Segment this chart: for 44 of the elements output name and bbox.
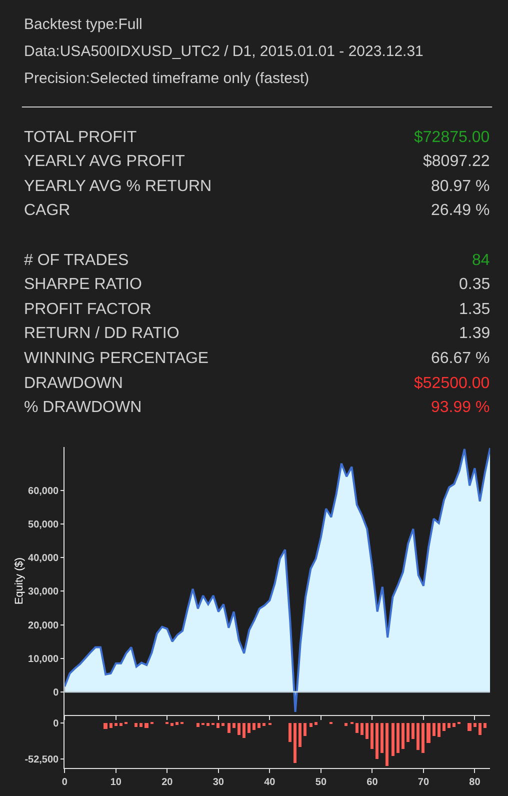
category-label: YEARLY AVG % RETURN: [24, 178, 212, 195]
text: Data:USA500IDXUSD_UTC2 / D1, 2015.01.01 - 2023.12.31: [24, 43, 424, 60]
x-tick-label: 70: [418, 777, 430, 788]
x-tick-label: 30: [212, 777, 224, 788]
category-label: TOTAL PROFIT: [24, 129, 137, 146]
x-tick-label: 40: [264, 777, 276, 788]
category-label: RETURN / DD RATIO: [24, 325, 180, 342]
category-label: YEARLY AVG PROFIT: [24, 153, 186, 170]
text: 93.99 %: [431, 399, 490, 416]
x-tick-label: 0: [62, 777, 68, 788]
y-axis-title: Equity ($): [14, 557, 26, 605]
category-label: % DRAWDOWN: [24, 399, 142, 416]
x-tick-label: 80: [469, 777, 481, 788]
y-tick-label: 40,000: [28, 553, 60, 564]
x-tick-label: 50: [315, 777, 327, 788]
x-tick-label: 10: [110, 777, 122, 788]
text: $8097.22: [423, 153, 490, 170]
text: $72875.00: [414, 129, 490, 146]
text: 26.49 %: [431, 202, 490, 219]
y-tick-label: 0: [53, 687, 60, 698]
y-tick-label: 30,000: [28, 586, 60, 598]
category-label: SHARPE RATIO: [24, 276, 142, 293]
category-label: DRAWDOWN: [24, 375, 123, 392]
text: 66.67 %: [431, 350, 490, 367]
x-tick-label: 60: [366, 777, 378, 788]
category-label: CAGR: [24, 202, 70, 219]
text: 80.97 %: [431, 178, 490, 195]
y-tick-label: 60,000: [28, 486, 60, 498]
y-tick-label: 50,000: [28, 520, 60, 531]
category-label: # OF TRADES: [24, 252, 129, 269]
y-tick-label: 20,000: [28, 620, 60, 632]
category-label: WINNING PERCENTAGE: [24, 350, 209, 367]
text: $52500.00: [414, 375, 490, 392]
text: 0.35: [459, 276, 490, 293]
y-tick-label: 0: [53, 718, 60, 730]
x-tick-label: 20: [162, 777, 174, 788]
text: 1.39: [459, 325, 490, 342]
y-tick-label: -52,500: [24, 754, 60, 766]
text: 1.35: [459, 301, 490, 318]
text: Backtest type:Full: [24, 16, 142, 33]
text: 84: [472, 252, 490, 269]
category-label: PROFIT FACTOR: [24, 301, 152, 318]
text: Precision:Selected timeframe only (fastest): [24, 70, 310, 87]
y-tick-label: 10,000: [28, 654, 60, 665]
